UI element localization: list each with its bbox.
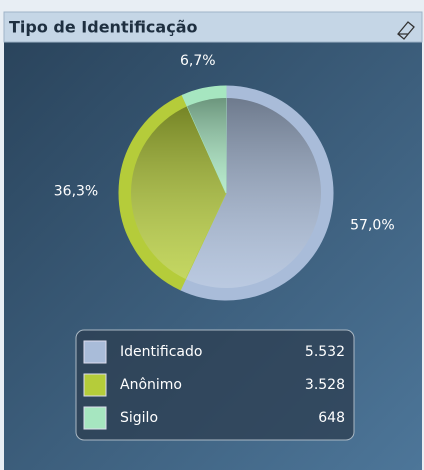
legend-swatch: [83, 406, 107, 430]
slice-shade: [131, 106, 226, 279]
legend-count: 648: [318, 410, 345, 426]
legend-label: Identificado: [120, 344, 202, 360]
legend-items: Identificado 5.532 Anônimo 3.528 Sigilo 648: [83, 340, 345, 430]
legend-swatch: [83, 373, 107, 397]
legend: [75, 329, 355, 441]
slice-shade: [185, 98, 322, 288]
slice-shade: [187, 98, 226, 193]
legend-label: Sigilo: [120, 410, 158, 426]
chart-title: Tipo de Identificação: [9, 18, 197, 37]
clear-icon[interactable]: [397, 21, 415, 40]
slice-label: 6,7%: [180, 53, 216, 69]
legend-count: 3.528: [305, 377, 345, 393]
legend-count: 5.532: [305, 344, 345, 360]
legend-label: Anônimo: [120, 377, 182, 393]
legend-swatch: [83, 340, 107, 364]
caption-bar: [3, 11, 423, 43]
pie: 57,0% 36,3% 6,7%: [54, 53, 395, 301]
slice-label: 57,0%: [350, 218, 394, 234]
slice-label: 36,3%: [54, 184, 98, 200]
